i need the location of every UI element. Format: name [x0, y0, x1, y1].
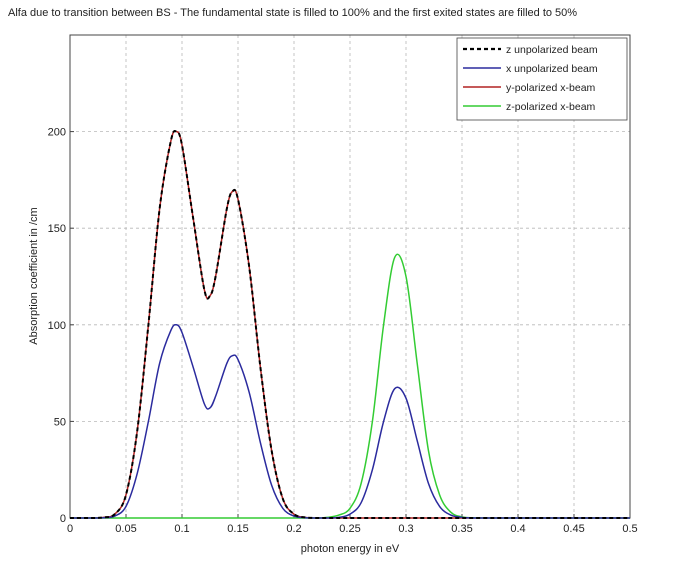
y-tick-label: 200	[48, 127, 66, 139]
x-tick-label: 0.05	[115, 523, 136, 535]
legend: z unpolarized beam x unpolarized beam y-po…	[456, 37, 628, 121]
series-line-4	[70, 253, 630, 519]
y-axis-label: Absorption coefficient in /cm	[28, 207, 40, 344]
x-tick-label: 0.4	[510, 523, 525, 535]
chart-title: Alfa due to transition between BS - The …	[8, 7, 577, 19]
x-tick-label: 0.35	[451, 523, 472, 535]
x-tick-label: 0.25	[339, 523, 360, 535]
x-axis-label: photon energy in eV	[301, 543, 400, 555]
x-tick-label: 0	[67, 523, 73, 535]
y-tick-label: 50	[54, 416, 66, 428]
x-tick-label: 0.2	[286, 523, 301, 535]
legend-label-2: x unpolarized beam	[506, 63, 598, 75]
x-tick-label: 0.5	[622, 523, 637, 535]
series-layer	[70, 129, 630, 519]
x-tick-label: 0.15	[227, 523, 248, 535]
x-tick-label: 0.1	[174, 523, 189, 535]
legend-label-1: z unpolarized beam	[506, 44, 598, 56]
series-line-2	[70, 323, 630, 519]
y-tick-label: 150	[48, 223, 66, 235]
legend-label-3: y-polarized x-beam	[506, 82, 596, 94]
x-ticks: 0 0.05 0.1 0.15 0.2 0.25 0.3 0.35 0.4 0.45 0.5	[67, 514, 638, 535]
series-line-1	[70, 129, 630, 519]
y-tick-label: 100	[48, 320, 66, 332]
x-tick-label: 0.3	[398, 523, 413, 535]
legend-label-4: z-polarized x-beam	[506, 101, 596, 113]
x-tick-label: 0.45	[563, 523, 584, 535]
y-tick-label: 0	[60, 513, 66, 525]
